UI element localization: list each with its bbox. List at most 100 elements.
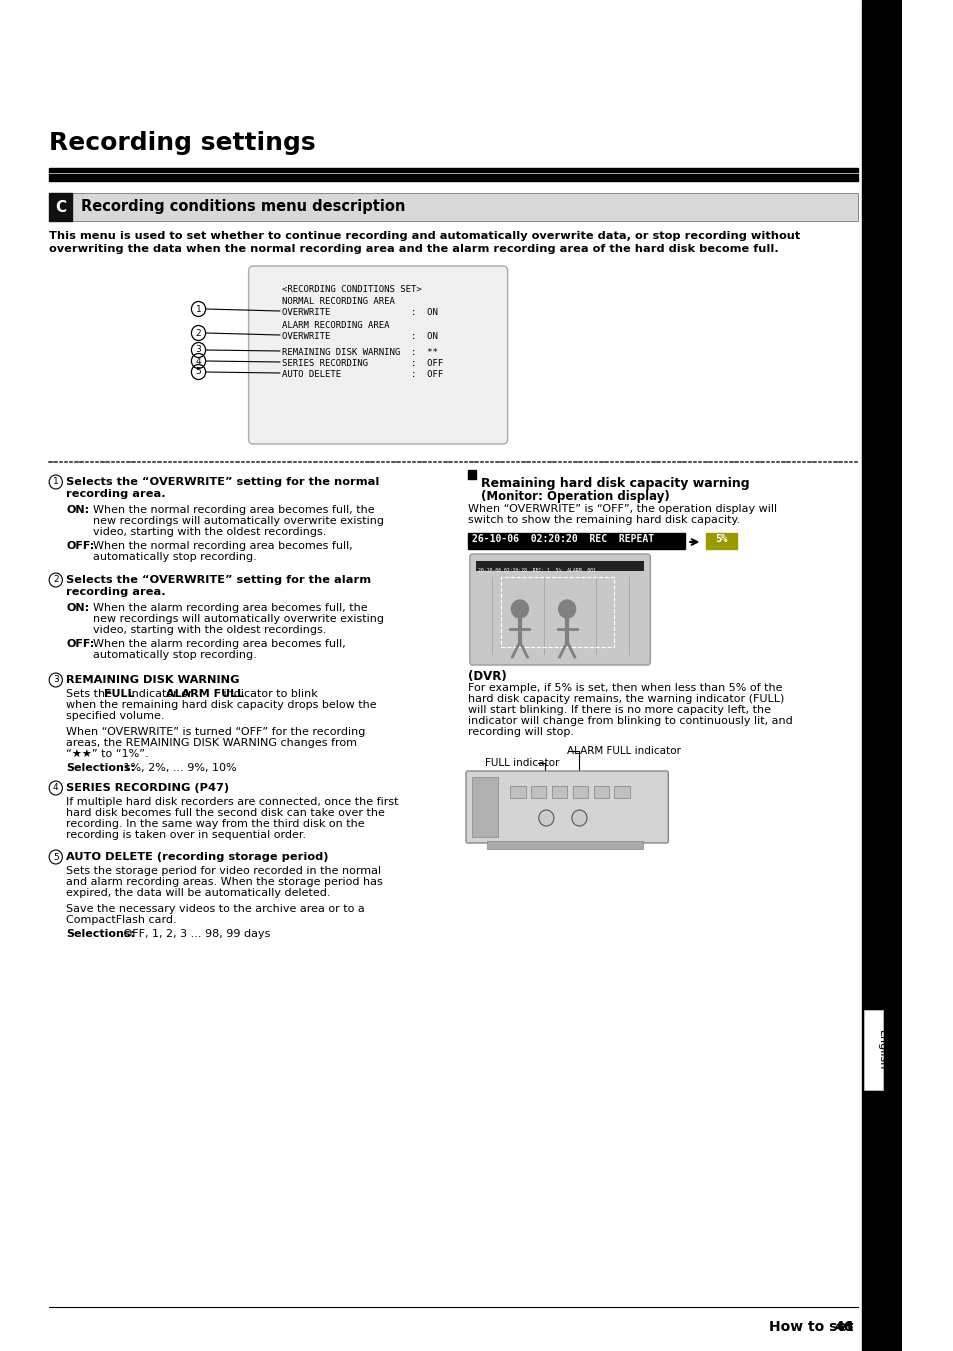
Text: ALARM FULL: ALARM FULL [166,689,244,698]
Text: recording area.: recording area. [66,489,166,499]
Text: new recordings will automatically overwrite existing: new recordings will automatically overwr… [92,516,383,526]
Text: REMAINING DISK WARNING: REMAINING DISK WARNING [66,676,239,685]
Bar [552,786,567,798]
Text: overwriting the data when the normal recording area and the alarm recording area: overwriting the data when the normal rec… [50,245,778,254]
Text: 3: 3 [195,346,201,354]
Text: OFF:: OFF: [66,639,94,648]
Bar [50,193,71,222]
Text: recording is taken over in sequential order.: recording is taken over in sequential or… [66,830,306,840]
Bar [510,786,525,798]
Text: ALARM RECORDING AREA: ALARM RECORDING AREA [281,322,389,330]
Text: 46: 46 [833,1320,853,1333]
Text: Selections:: Selections: [66,929,135,939]
Text: will start blinking. If there is no more capacity left, the: will start blinking. If there is no more… [467,705,770,715]
Text: specified volume.: specified volume. [66,711,165,721]
Text: 5: 5 [52,852,58,862]
Text: English: English [876,1029,886,1070]
Bar [572,786,587,798]
Text: hard disk becomes full the second disk can take over the: hard disk becomes full the second disk c… [66,808,385,817]
Text: 2: 2 [195,328,201,338]
Text: <RECORDING CONDITIONS SET>: <RECORDING CONDITIONS SET> [281,285,421,295]
Text: OFF:: OFF: [66,540,94,551]
Text: indicator or: indicator or [125,689,195,698]
Text: “★★” to “1%”.: “★★” to “1%”. [66,748,149,759]
Text: How to set: How to set [768,1320,852,1333]
Text: Save the necessary videos to the archive area or to a: Save the necessary videos to the archive… [66,904,365,915]
Text: 2: 2 [53,576,58,585]
Text: When “OVERWRITE” is “OFF”, the operation display will: When “OVERWRITE” is “OFF”, the operation… [467,504,777,513]
Text: recording area.: recording area. [66,586,166,597]
Circle shape [511,600,528,617]
Text: C: C [55,200,66,215]
Bar [531,786,546,798]
Bar [50,193,858,222]
Bar [862,0,901,1351]
Text: SERIES RECORDING (P47): SERIES RECORDING (P47) [66,784,229,793]
Text: 1%, 2%, ... 9%, 10%: 1%, 2%, ... 9%, 10% [120,763,236,773]
FancyBboxPatch shape [469,554,650,665]
Text: ALARM FULL indicator: ALARM FULL indicator [567,746,680,757]
Text: This menu is used to set whether to continue recording and automatically overwri: This menu is used to set whether to cont… [50,231,800,240]
Bar [471,777,497,838]
Text: 3: 3 [52,676,58,685]
Text: video, starting with the oldest recordings.: video, starting with the oldest recordin… [92,626,326,635]
Circle shape [538,811,554,825]
FancyBboxPatch shape [465,771,668,843]
Text: FULL indicator: FULL indicator [484,758,558,767]
Text: When the alarm recording area becomes full, the: When the alarm recording area becomes fu… [92,603,367,613]
Text: 4: 4 [195,357,201,366]
Bar [705,534,737,549]
Text: CompactFlash card.: CompactFlash card. [66,915,176,925]
Text: areas, the REMAINING DISK WARNING changes from: areas, the REMAINING DISK WARNING change… [66,738,356,748]
Bar [476,561,643,571]
Text: When the normal recording area becomes full,: When the normal recording area becomes f… [92,540,352,551]
Text: When “OVERWRITE” is turned “OFF” for the recording: When “OVERWRITE” is turned “OFF” for the… [66,727,365,738]
Text: new recordings will automatically overwrite existing: new recordings will automatically overwr… [92,613,383,624]
Bar [467,470,476,480]
Bar [486,842,642,848]
Text: Selects the “OVERWRITE” setting for the alarm: Selects the “OVERWRITE” setting for the … [66,576,371,585]
Text: 1: 1 [52,477,58,486]
Text: indicator will change from blinking to continuously lit, and: indicator will change from blinking to c… [467,716,792,725]
Circle shape [571,811,586,825]
Text: FULL: FULL [104,689,134,698]
Text: Remaining hard disk capacity warning: Remaining hard disk capacity warning [480,477,749,490]
Bar [863,1011,882,1090]
Text: REMAINING DISK WARNING  :  **: REMAINING DISK WARNING : ** [281,349,437,357]
Text: OVERWRITE               :  ON: OVERWRITE : ON [281,332,437,340]
Text: automatically stop recording.: automatically stop recording. [92,553,256,562]
Text: Recording conditions menu description: Recording conditions menu description [81,200,405,215]
Text: 4: 4 [53,784,58,793]
Text: (Monitor: Operation display): (Monitor: Operation display) [480,490,669,503]
Text: switch to show the remaining hard disk capacity.: switch to show the remaining hard disk c… [467,515,740,526]
Text: SERIES RECORDING        :  OFF: SERIES RECORDING : OFF [281,359,442,367]
Text: When the normal recording area becomes full, the: When the normal recording area becomes f… [92,505,374,515]
Bar [614,786,629,798]
Text: AUTO DELETE (recording storage period): AUTO DELETE (recording storage period) [66,852,329,862]
Text: OFF, 1, 2, 3 ... 98, 99 days: OFF, 1, 2, 3 ... 98, 99 days [120,929,270,939]
Text: automatically stop recording.: automatically stop recording. [92,650,256,661]
Text: indicator to blink: indicator to blink [220,689,317,698]
Text: ON:: ON: [66,505,90,515]
Text: recording. In the same way from the third disk on the: recording. In the same way from the thir… [66,819,364,830]
Text: expired, the data will be automatically deleted.: expired, the data will be automatically … [66,888,331,898]
Text: 1: 1 [195,304,201,313]
Text: Selections:: Selections: [66,763,135,773]
Bar [593,786,608,798]
Text: Sets the: Sets the [66,689,115,698]
Text: recording will stop.: recording will stop. [467,727,574,738]
Text: video, starting with the oldest recordings.: video, starting with the oldest recordin… [92,527,326,536]
Text: 5: 5 [195,367,201,377]
Bar [467,534,684,549]
Text: OVERWRITE               :  ON: OVERWRITE : ON [281,308,437,317]
Bar [500,577,614,647]
Bar [50,174,858,181]
Text: When the alarm recording area becomes full,: When the alarm recording area becomes fu… [92,639,345,648]
FancyBboxPatch shape [249,266,507,444]
Text: Sets the storage period for video recorded in the normal: Sets the storage period for video record… [66,866,381,875]
Text: Selects the “OVERWRITE” setting for the normal: Selects the “OVERWRITE” setting for the … [66,477,379,486]
Text: NORMAL RECORDING AREA: NORMAL RECORDING AREA [281,297,395,305]
Bar [50,168,858,172]
Text: ON:: ON: [66,603,90,613]
Text: If multiple hard disk recorders are connected, once the first: If multiple hard disk recorders are conn… [66,797,398,807]
